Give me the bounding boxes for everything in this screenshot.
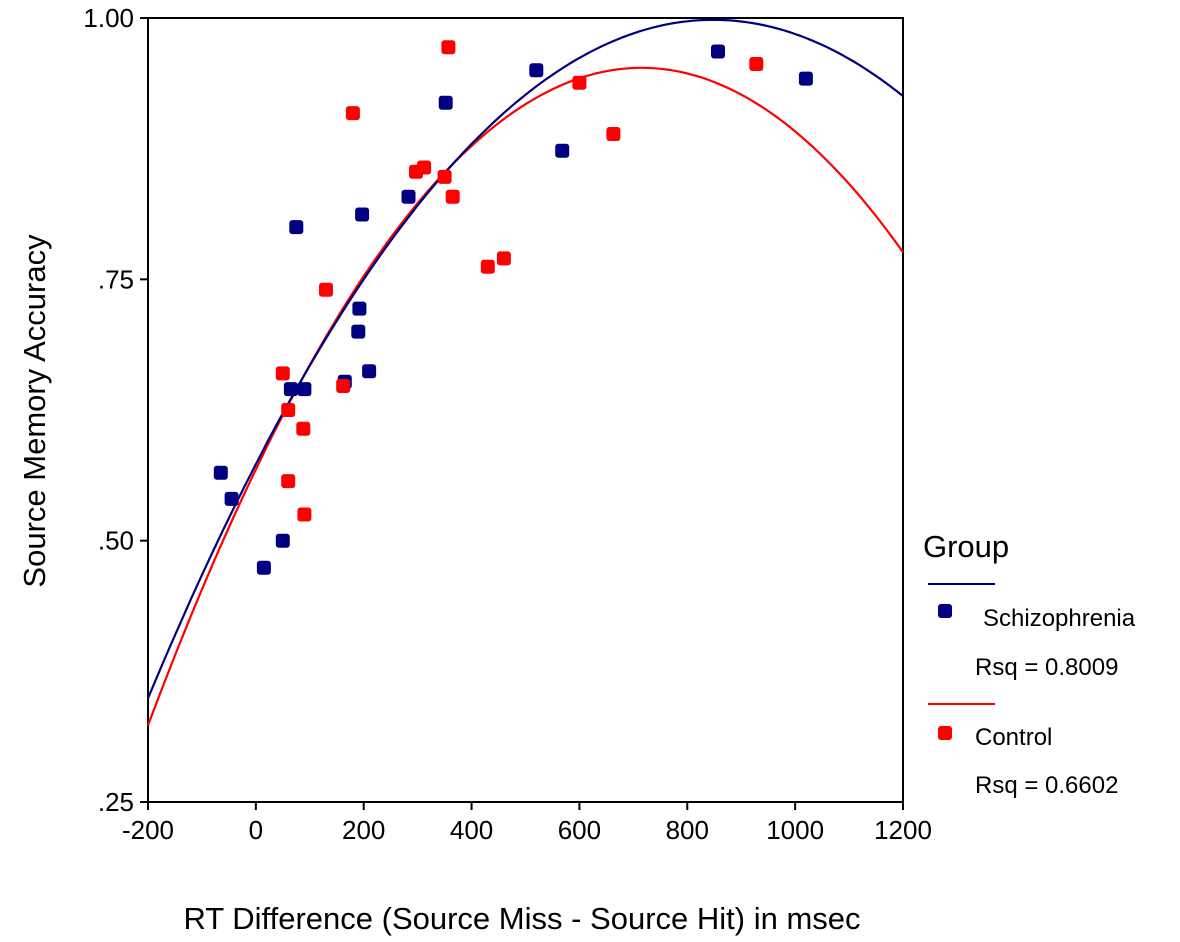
data-point-schizophrenia	[283, 382, 298, 397]
legend-rsq-control: Rsq = 0.6602	[975, 772, 1118, 799]
data-point-schizophrenia	[362, 364, 377, 379]
y-tick-label: .75	[98, 264, 134, 294]
data-point-control	[336, 379, 351, 393]
fit-line-schizophrenia	[146, 18, 904, 699]
y-axis-label: Source Memory Accuracy	[17, 234, 52, 588]
legend-marker-schizophrenia	[938, 604, 952, 618]
x-tick-label: 400	[450, 815, 493, 845]
data-point-control	[281, 474, 296, 489]
data-point-schizophrenia	[351, 324, 366, 339]
x-tick-label: 0	[249, 815, 263, 845]
data-point-control	[281, 403, 296, 417]
y-tick-label: 1.00	[83, 3, 134, 33]
x-tick-label: 800	[666, 815, 709, 845]
data-point-schizophrenia	[711, 44, 725, 59]
data-point-control	[296, 421, 311, 436]
data-point-schizophrenia	[555, 143, 570, 158]
legend-label-schizophrenia: Schizophrenia	[983, 605, 1136, 632]
y-tick-label: .25	[98, 787, 134, 817]
axes: -200 0 200 400 600 800 1000 1200 .25 .50 .75 1.00	[83, 3, 932, 845]
plot-frame	[147, 17, 904, 803]
legend-title: Group	[923, 529, 1009, 564]
data-point-schizophrenia	[297, 382, 312, 397]
x-axis-label: RT Difference (Source Miss - Source Hit)…	[183, 901, 860, 936]
data-point-schizophrenia	[401, 189, 416, 204]
data-point-control	[749, 57, 764, 71]
data-point-schizophrenia	[438, 95, 453, 110]
x-tick-label: 600	[558, 815, 601, 845]
data-point-schizophrenia	[275, 533, 290, 548]
legend-marker-control	[938, 726, 952, 740]
data-point-control	[496, 251, 511, 266]
x-tick-label: 1000	[766, 815, 824, 845]
x-tick-label: 200	[342, 815, 385, 845]
fit-line-control	[146, 66, 904, 726]
x-tick-label: -200	[122, 815, 174, 845]
data-point-schizophrenia	[213, 465, 228, 480]
data-point-control	[275, 366, 290, 381]
data-point-schizophrenia	[529, 63, 544, 78]
data-point-control	[480, 259, 495, 274]
data-point-control	[345, 106, 360, 121]
legend-label-control: Control	[975, 724, 1052, 751]
data-point-control	[606, 127, 621, 141]
data-point-schizophrenia	[256, 560, 271, 575]
legend-rsq-schizophrenia: Rsq = 0.8009	[975, 654, 1118, 681]
data-point-control	[437, 169, 452, 184]
x-tick-label: 1200	[874, 815, 932, 845]
data-point-control	[441, 40, 456, 55]
data-points	[213, 40, 813, 575]
plot-area	[147, 17, 904, 803]
y-tick-label: .50	[98, 526, 134, 556]
data-point-schizophrenia	[798, 71, 813, 86]
data-point-control	[297, 507, 312, 522]
data-point-schizophrenia	[355, 207, 370, 222]
data-point-control	[417, 160, 432, 175]
data-point-control	[319, 282, 333, 297]
data-point-schizophrenia	[224, 491, 239, 506]
legend: Group Schizophrenia Rsq = 0.8009 Control…	[923, 529, 1136, 799]
data-point-control	[445, 189, 460, 204]
fit-lines	[146, 18, 904, 726]
data-point-schizophrenia	[289, 220, 304, 235]
data-point-control	[572, 75, 587, 90]
data-point-schizophrenia	[352, 301, 367, 316]
